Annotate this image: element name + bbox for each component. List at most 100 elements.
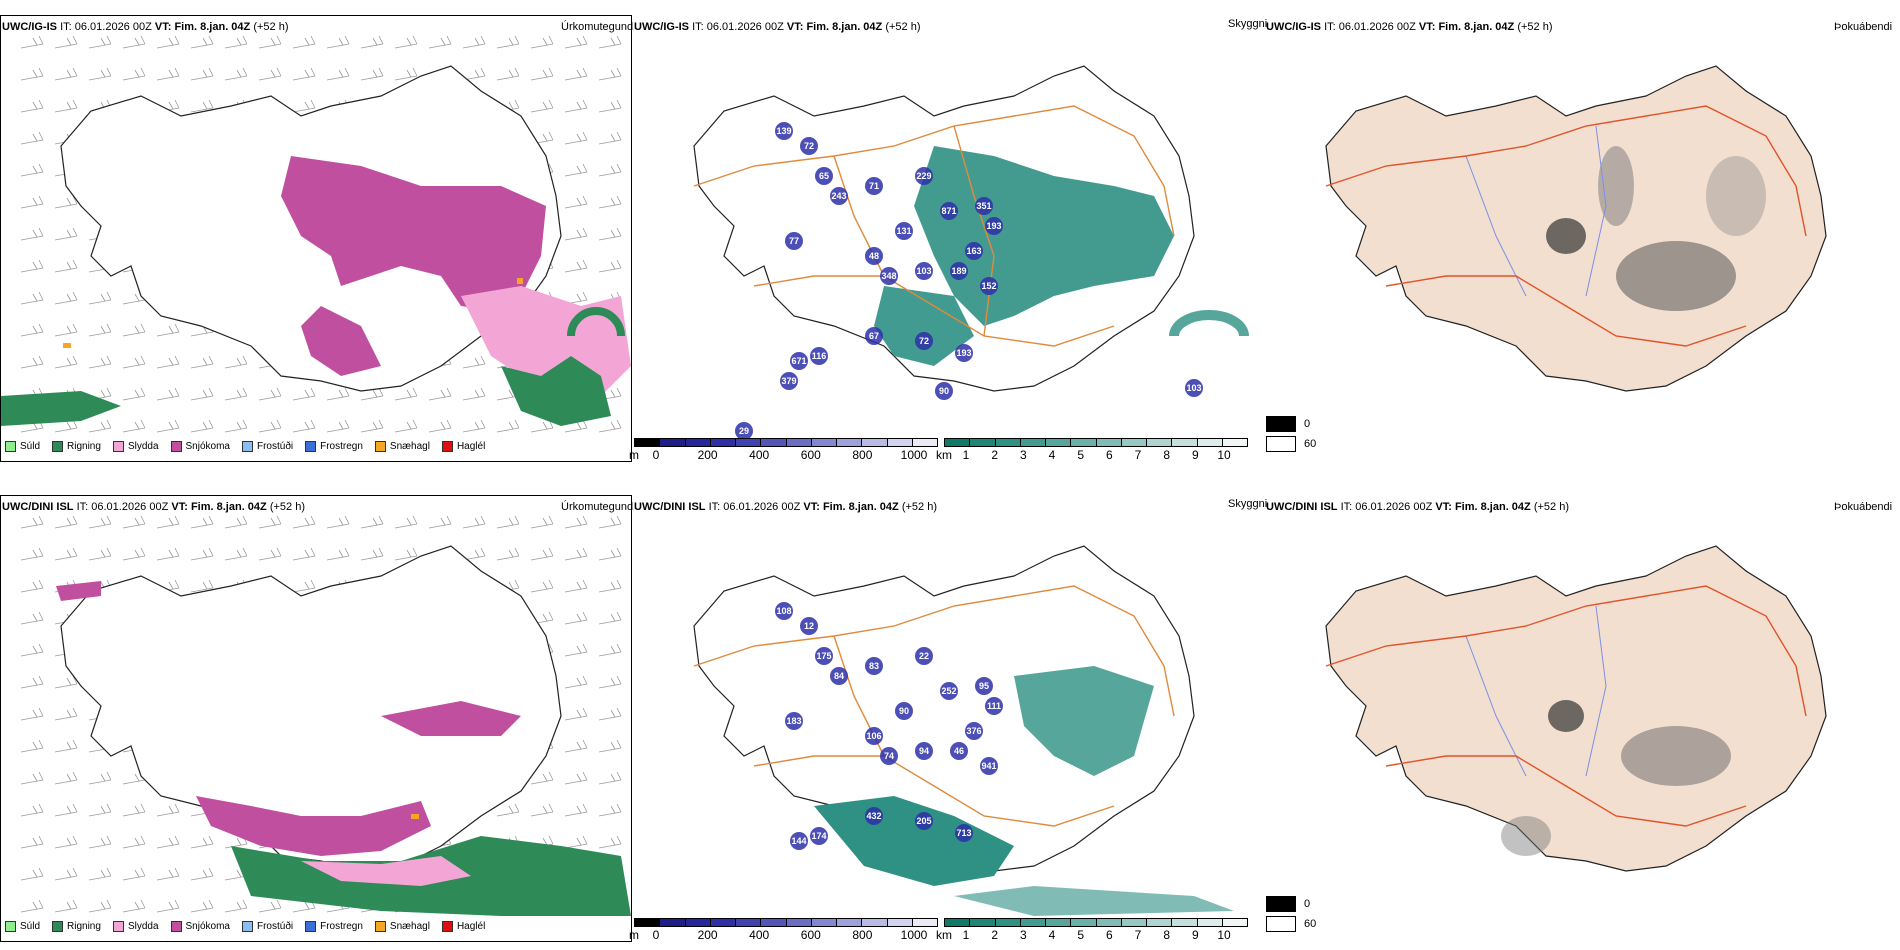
wind-barb <box>225 420 247 432</box>
legend-label: Snjókoma <box>186 441 230 452</box>
colorbar-tick: 5 <box>1077 928 1084 942</box>
wind-barb <box>327 548 349 560</box>
rain-area-west <box>1 391 121 426</box>
legend-label: Haglél <box>457 921 485 932</box>
wind-barb <box>89 804 111 816</box>
colorbar-cell <box>1147 919 1172 926</box>
fog-map-bottom <box>1266 516 1896 916</box>
wind-barb <box>89 356 111 368</box>
legend-swatch <box>305 921 316 932</box>
wind-barb <box>565 164 587 176</box>
colorbar-tick: 9 <box>1192 448 1199 462</box>
vis-label: 252 <box>941 686 956 696</box>
colorbar-cell <box>862 439 887 446</box>
legend-label: Frostúði <box>257 921 293 932</box>
colorbar-cell <box>996 919 1021 926</box>
colorbar-cell <box>1021 439 1046 446</box>
wind-barb <box>157 804 179 816</box>
wind-barb <box>123 388 145 400</box>
colorbar-cell <box>888 439 913 446</box>
vis-label: 432 <box>866 811 881 821</box>
vis-label: 74 <box>884 751 894 761</box>
wind-barb <box>395 388 417 400</box>
wind-barb <box>463 388 485 400</box>
wind-barb <box>89 900 111 912</box>
wind-barb <box>191 516 213 528</box>
wind-barb <box>21 260 43 272</box>
wind-barb <box>55 708 77 720</box>
visibility-colorbar-bottom: km 1 2 3 4 5 6 7 8 9 10 <box>944 918 1248 941</box>
colorbar-cell <box>711 919 736 926</box>
wind-barb <box>259 420 281 432</box>
colorbar-cell <box>1122 919 1147 926</box>
colorbar-cell <box>787 439 812 446</box>
colorbar-cell <box>970 919 995 926</box>
legend-label: Rigning <box>67 921 101 932</box>
wind-barb <box>89 68 111 80</box>
wind-barb <box>123 804 145 816</box>
colorbar-tick: 1000 <box>901 928 928 942</box>
wind-barb <box>157 548 179 560</box>
wind-barb <box>293 36 315 48</box>
colorbar-cell <box>913 439 937 446</box>
wind-barb <box>599 804 621 816</box>
wind-barb <box>531 68 553 80</box>
wind-barb <box>123 68 145 80</box>
wind-barb <box>21 612 43 624</box>
vis-label: 46 <box>954 746 964 756</box>
colorbar-tick: 3 <box>1020 448 1027 462</box>
colorbar-cell <box>1198 919 1223 926</box>
colorbar-cell <box>660 919 685 926</box>
legend-label: Haglél <box>457 441 485 452</box>
wind-barb <box>21 100 43 112</box>
wind-barb <box>123 420 145 432</box>
vis-label: 108 <box>776 606 791 616</box>
colorbar-tick: 0 <box>653 928 660 942</box>
colorbar-tick: 1 <box>963 448 970 462</box>
wind-barb <box>157 868 179 880</box>
colorbar-cell <box>945 919 970 926</box>
vis-label: 379 <box>781 376 796 386</box>
legend-label: Súld <box>20 441 40 452</box>
wind-barb <box>395 420 417 432</box>
precip-map-bottom <box>1 516 631 916</box>
wind-barb <box>293 100 315 112</box>
colorbar-tick: 600 <box>801 928 821 942</box>
colorbar-cell <box>1122 439 1147 446</box>
colorbar-cell <box>1223 919 1247 926</box>
legend-label: Rigning <box>67 441 101 452</box>
colorbar-tick: 6 <box>1106 448 1113 462</box>
wind-barb <box>21 900 43 912</box>
wind-barb <box>599 580 621 592</box>
wind-barb <box>497 68 519 80</box>
wind-barb <box>55 292 77 304</box>
wind-barb <box>599 836 621 848</box>
colorbar-cell <box>1046 919 1071 926</box>
wind-barb <box>565 644 587 656</box>
wind-barb <box>395 68 417 80</box>
colorbar-tick: 7 <box>1135 928 1142 942</box>
vis-label: 84 <box>834 671 844 681</box>
wind-barb <box>55 68 77 80</box>
colorbar-unit: km <box>936 928 952 942</box>
vis-map-bottom: 10812175848322252 951113769010674 94 469411… <box>634 516 1264 916</box>
legend-item: Haglél <box>442 921 485 932</box>
precip-map-top <box>1 36 631 436</box>
wind-barb <box>191 68 213 80</box>
wind-barb <box>225 36 247 48</box>
wind-barb <box>157 68 179 80</box>
wind-barb <box>123 324 145 336</box>
hail-dot <box>517 278 523 284</box>
vis-label: 131 <box>896 226 911 236</box>
wind-barb <box>531 36 553 48</box>
wind-barb <box>599 228 621 240</box>
colorbar-tick: 10 <box>1217 928 1230 942</box>
fog-patch <box>1621 726 1731 786</box>
wind-barb <box>89 868 111 880</box>
wind-barb <box>531 580 553 592</box>
wind-barb <box>89 516 111 528</box>
vis-label: 95 <box>979 681 989 691</box>
colorbar-cell <box>913 919 937 926</box>
wind-barb <box>55 324 77 336</box>
wind-barb <box>497 36 519 48</box>
